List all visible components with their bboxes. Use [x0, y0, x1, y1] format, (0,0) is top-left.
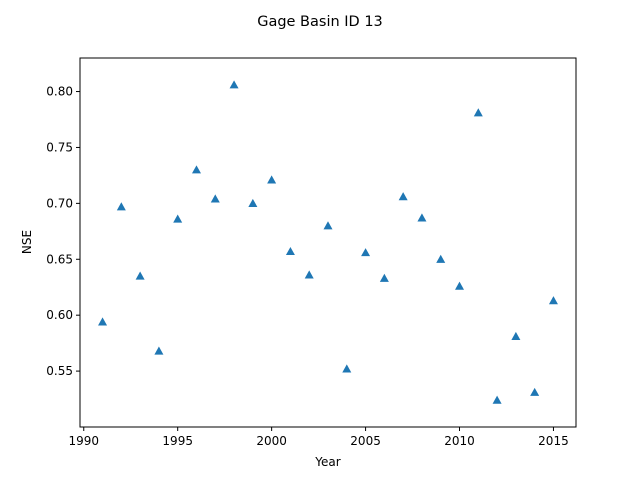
x-axis-label: Year	[314, 455, 340, 469]
x-tick-label: 2015	[538, 434, 569, 448]
data-point	[304, 270, 314, 279]
x-axis: 1990 1995 2000 2005 2010 2015	[68, 427, 569, 448]
data-point	[511, 331, 521, 341]
y-axis-label: NSE	[20, 230, 34, 254]
data-point	[530, 387, 540, 396]
x-tick-label: 1995	[162, 434, 193, 448]
x-tick-label: 2010	[444, 434, 475, 448]
data-point	[417, 213, 427, 222]
axes-frame	[79, 57, 577, 428]
y-tick-label: 0.65	[46, 252, 73, 266]
data-point	[135, 271, 145, 280]
data-point	[248, 198, 258, 207]
x-tick-label: 2005	[350, 434, 381, 448]
data-point	[191, 165, 201, 174]
data-point	[492, 395, 502, 404]
y-tick-label: 0.60	[46, 308, 73, 322]
data-point	[473, 108, 483, 117]
data-point	[342, 364, 352, 373]
data-point	[98, 317, 108, 326]
data-point	[398, 192, 408, 201]
x-tick-label: 2000	[256, 434, 287, 448]
x-tick-label: 1990	[68, 434, 99, 448]
data-point	[229, 80, 239, 89]
chart-title: Gage Basin ID 13	[257, 14, 383, 30]
data-point	[267, 175, 277, 184]
data-point	[361, 248, 371, 257]
data-point	[116, 202, 126, 211]
data-point	[548, 296, 558, 305]
data-point	[285, 246, 295, 256]
data-point	[210, 194, 220, 203]
plot-area	[79, 57, 577, 428]
y-tick-label: 0.80	[46, 85, 73, 99]
y-tick-label: 0.75	[46, 140, 73, 154]
y-tick-label: 0.55	[46, 364, 73, 378]
data-point	[323, 221, 333, 230]
data-points	[98, 80, 558, 404]
data-point	[173, 214, 183, 223]
data-point	[379, 273, 389, 282]
data-point	[154, 346, 164, 355]
y-tick-label: 0.70	[46, 196, 73, 210]
y-axis: 0.55 0.60 0.65 0.70 0.75 0.80	[46, 85, 80, 378]
data-point	[436, 254, 446, 263]
data-point	[455, 281, 465, 290]
